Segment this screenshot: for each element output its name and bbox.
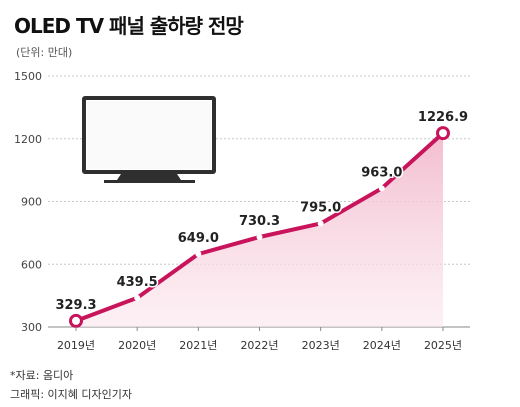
graphic-credit: 그래픽: 이지혜 디자인기자 bbox=[10, 388, 133, 401]
x-axis: 2019년 2020년 2021년 2022년 2023년 2024년 2025년 bbox=[57, 327, 462, 352]
y-tick-label: 600 bbox=[21, 258, 42, 271]
data-label: 795.0 bbox=[300, 200, 341, 215]
y-tick-label: 1200 bbox=[14, 133, 42, 146]
area-fill bbox=[76, 133, 443, 327]
x-tick-label: 2025년 bbox=[424, 339, 462, 352]
labels-layer: 329.3 439.5 649.0 730.3 795.0 963.0 1226.9 bbox=[54, 109, 470, 315]
area-layer bbox=[76, 133, 443, 327]
x-tick-label: 2023년 bbox=[302, 339, 340, 352]
data-point bbox=[69, 313, 83, 328]
data-label: 1226.9 bbox=[418, 110, 468, 125]
points-layer bbox=[69, 126, 450, 328]
x-tick-label: 2024년 bbox=[363, 339, 401, 352]
chart-title: OLED TV 패널 출하량 전망 bbox=[14, 14, 244, 38]
y-axis: 300 600 900 1200 1500 bbox=[14, 70, 42, 334]
data-point bbox=[195, 251, 202, 258]
y-tick-label: 1500 bbox=[14, 70, 42, 83]
tv-icon bbox=[82, 96, 216, 183]
data-label: 329.3 bbox=[55, 298, 96, 313]
x-tick-label: 2022년 bbox=[240, 339, 278, 352]
data-label: 963.0 bbox=[361, 165, 402, 180]
data-point bbox=[378, 185, 385, 192]
y-tick-label: 900 bbox=[21, 196, 42, 209]
y-tick-label: 300 bbox=[21, 321, 42, 334]
x-tick-label: 2020년 bbox=[118, 339, 156, 352]
data-point bbox=[436, 126, 450, 141]
x-tick-label: 2019년 bbox=[57, 339, 95, 352]
data-point bbox=[134, 294, 141, 301]
data-point bbox=[256, 233, 263, 240]
data-label: 439.5 bbox=[117, 275, 158, 290]
x-tick-label: 2021년 bbox=[179, 339, 217, 352]
data-label: 649.0 bbox=[178, 231, 219, 246]
data-label: 730.3 bbox=[239, 214, 280, 229]
data-point bbox=[317, 220, 324, 227]
unit-label: (단위: 만대) bbox=[16, 46, 73, 59]
source-note: *자료: 옴디아 bbox=[10, 369, 74, 382]
